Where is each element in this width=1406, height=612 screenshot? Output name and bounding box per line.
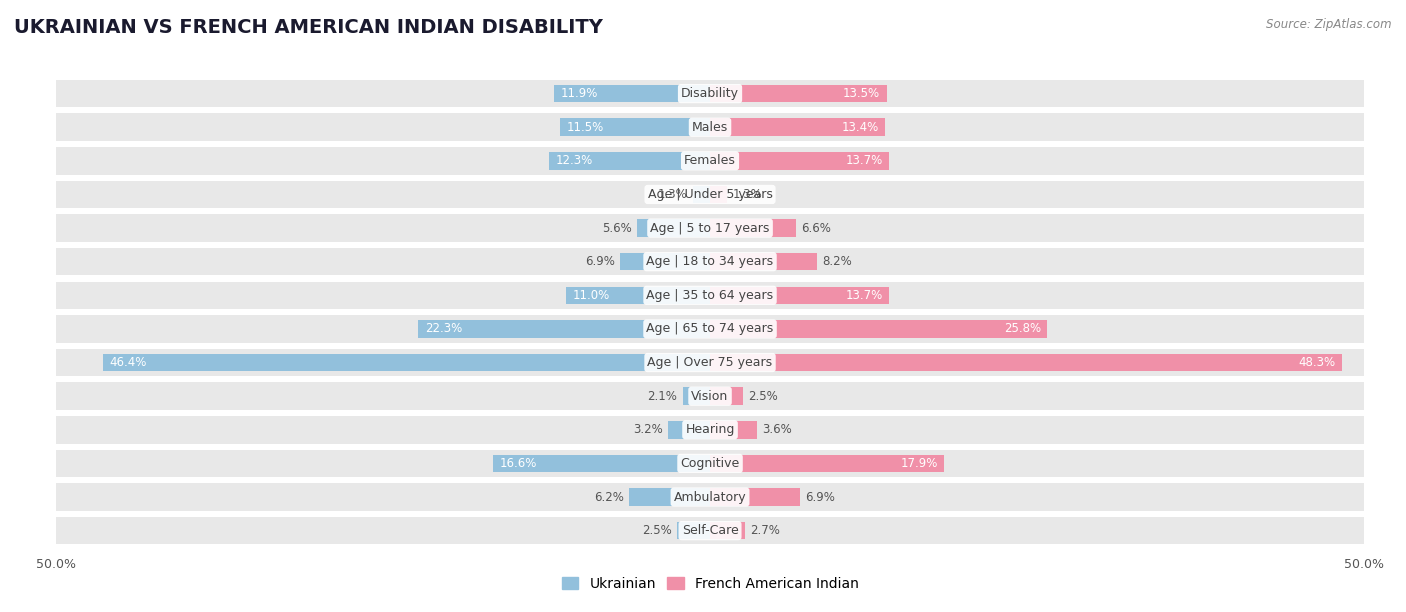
- Text: 3.2%: 3.2%: [633, 424, 664, 436]
- Bar: [56, 416, 1364, 444]
- Bar: [567, 286, 710, 304]
- Text: 3.6%: 3.6%: [762, 424, 792, 436]
- Bar: [710, 119, 886, 136]
- Bar: [693, 185, 710, 203]
- Bar: [56, 113, 1364, 141]
- Text: 5.6%: 5.6%: [602, 222, 631, 234]
- Bar: [554, 85, 710, 102]
- Bar: [710, 354, 1341, 371]
- Text: Disability: Disability: [681, 87, 740, 100]
- Bar: [550, 152, 710, 170]
- Bar: [710, 85, 887, 102]
- Bar: [710, 421, 756, 439]
- Text: Males: Males: [692, 121, 728, 134]
- Bar: [710, 253, 817, 271]
- Text: 6.2%: 6.2%: [593, 490, 624, 504]
- Text: 6.9%: 6.9%: [585, 255, 614, 268]
- Bar: [56, 450, 1364, 477]
- Bar: [710, 286, 889, 304]
- Text: 1.3%: 1.3%: [658, 188, 688, 201]
- Bar: [56, 282, 1364, 309]
- Text: 2.5%: 2.5%: [643, 524, 672, 537]
- Text: 17.9%: 17.9%: [900, 457, 938, 470]
- Bar: [56, 214, 1364, 242]
- Bar: [103, 354, 710, 371]
- Bar: [56, 483, 1364, 511]
- Text: 2.7%: 2.7%: [751, 524, 780, 537]
- Text: Source: ZipAtlas.com: Source: ZipAtlas.com: [1267, 18, 1392, 31]
- Text: Age | Under 5 years: Age | Under 5 years: [648, 188, 772, 201]
- Legend: Ukrainian, French American Indian: Ukrainian, French American Indian: [555, 571, 865, 596]
- Bar: [710, 152, 889, 170]
- Bar: [56, 315, 1364, 343]
- Text: Hearing: Hearing: [685, 424, 735, 436]
- Text: 46.4%: 46.4%: [110, 356, 148, 369]
- Text: Cognitive: Cognitive: [681, 457, 740, 470]
- Bar: [56, 517, 1364, 545]
- Text: 48.3%: 48.3%: [1298, 356, 1336, 369]
- Text: 11.0%: 11.0%: [572, 289, 610, 302]
- Text: Ambulatory: Ambulatory: [673, 490, 747, 504]
- Text: 16.6%: 16.6%: [499, 457, 537, 470]
- Text: 6.9%: 6.9%: [806, 490, 835, 504]
- Text: Females: Females: [685, 154, 735, 167]
- Bar: [682, 387, 710, 405]
- Text: 2.1%: 2.1%: [648, 390, 678, 403]
- Text: Age | 35 to 64 years: Age | 35 to 64 years: [647, 289, 773, 302]
- Text: 2.5%: 2.5%: [748, 390, 778, 403]
- Text: 1.3%: 1.3%: [733, 188, 762, 201]
- Bar: [710, 455, 943, 472]
- Bar: [710, 185, 727, 203]
- Bar: [668, 421, 710, 439]
- Bar: [560, 119, 710, 136]
- Bar: [678, 522, 710, 539]
- Text: Vision: Vision: [692, 390, 728, 403]
- Text: 22.3%: 22.3%: [425, 323, 463, 335]
- Text: Age | 18 to 34 years: Age | 18 to 34 years: [647, 255, 773, 268]
- Text: 13.4%: 13.4%: [841, 121, 879, 134]
- Bar: [56, 349, 1364, 376]
- Bar: [710, 488, 800, 506]
- Text: 13.7%: 13.7%: [845, 289, 883, 302]
- Bar: [710, 219, 796, 237]
- Bar: [637, 219, 710, 237]
- Text: 13.7%: 13.7%: [845, 154, 883, 167]
- Bar: [620, 253, 710, 271]
- Text: 25.8%: 25.8%: [1004, 323, 1040, 335]
- Bar: [710, 522, 745, 539]
- Text: Self-Care: Self-Care: [682, 524, 738, 537]
- Text: Age | Over 75 years: Age | Over 75 years: [648, 356, 772, 369]
- Text: Age | 5 to 17 years: Age | 5 to 17 years: [651, 222, 769, 234]
- Bar: [494, 455, 710, 472]
- Text: 13.5%: 13.5%: [842, 87, 880, 100]
- Bar: [56, 80, 1364, 107]
- Bar: [56, 147, 1364, 174]
- Bar: [56, 248, 1364, 275]
- Bar: [56, 181, 1364, 208]
- Bar: [419, 320, 710, 338]
- Text: Age | 65 to 74 years: Age | 65 to 74 years: [647, 323, 773, 335]
- Text: UKRAINIAN VS FRENCH AMERICAN INDIAN DISABILITY: UKRAINIAN VS FRENCH AMERICAN INDIAN DISA…: [14, 18, 603, 37]
- Bar: [56, 382, 1364, 410]
- Bar: [710, 320, 1047, 338]
- Text: 12.3%: 12.3%: [555, 154, 593, 167]
- Bar: [710, 387, 742, 405]
- Text: 11.9%: 11.9%: [561, 87, 599, 100]
- Text: 11.5%: 11.5%: [567, 121, 603, 134]
- Bar: [628, 488, 710, 506]
- Text: 8.2%: 8.2%: [823, 255, 852, 268]
- Text: 6.6%: 6.6%: [801, 222, 831, 234]
